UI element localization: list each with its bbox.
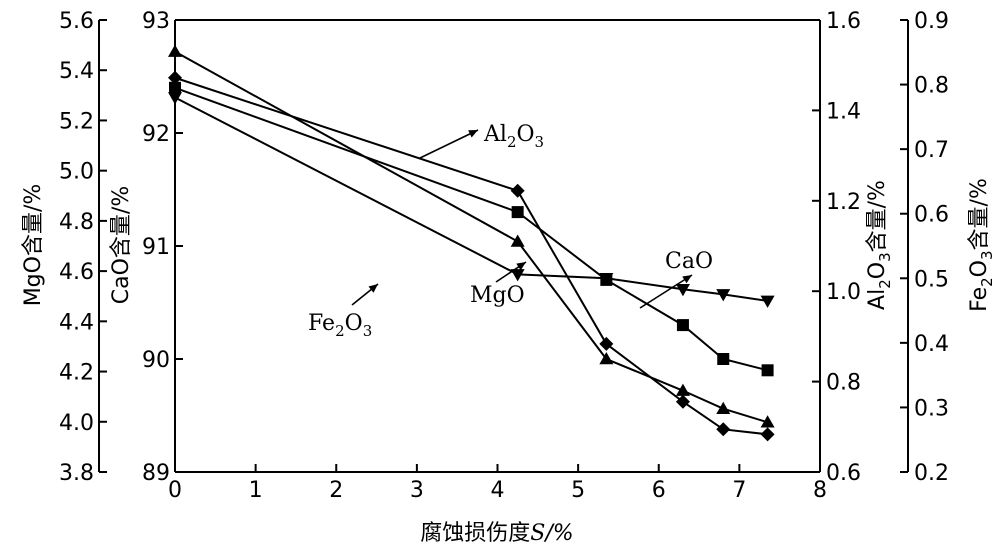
fe2o3-tick-label: 0.3 bbox=[914, 396, 949, 421]
cao-tick-label: 90 bbox=[142, 348, 170, 373]
fe2o3-tick-label: 0.8 bbox=[914, 74, 949, 99]
mgo-tick-label: 4.6 bbox=[59, 260, 94, 285]
data-point-cao bbox=[511, 206, 524, 219]
fe2o3-axis-title: Fe2O3含量/% bbox=[967, 178, 996, 312]
fe2o3-tick-label: 0.7 bbox=[914, 138, 949, 163]
fe2o3-tick-label: 0.2 bbox=[914, 461, 949, 486]
cao-axis-title: CaO含量/% bbox=[109, 186, 134, 305]
data-point-fe2o3 bbox=[716, 289, 731, 302]
data-point-cao bbox=[676, 319, 689, 332]
axes-group: 0 1 2 3 4 5 6 7 8 3.8 4.0 4.2 4.4 4.6 4.8 5.0 5.2 5.4 5.6 8… bbox=[59, 9, 949, 503]
arrow-cao bbox=[639, 274, 693, 309]
series-line-cao bbox=[174, 86, 768, 372]
x-tick-label: 3 bbox=[410, 478, 424, 503]
annotation-cao: CaO bbox=[665, 249, 713, 274]
data-point-al2o3 bbox=[510, 234, 525, 247]
data-point-fe2o3 bbox=[168, 92, 182, 105]
mgo-tick-label: 5.0 bbox=[59, 160, 94, 185]
cao-tick-label: 91 bbox=[142, 235, 170, 260]
mgo-tick-label: 4.0 bbox=[59, 411, 94, 436]
data-point-mgo bbox=[760, 427, 775, 442]
data-point-mgo bbox=[675, 394, 690, 409]
x-tick-label: 1 bbox=[249, 478, 263, 503]
cao-tick-label: 89 bbox=[142, 461, 170, 486]
data-point-mgo bbox=[510, 183, 525, 198]
arrow-cao-head bbox=[682, 275, 692, 284]
series-markers-group bbox=[168, 44, 775, 442]
data-point-al2o3 bbox=[168, 44, 182, 57]
data-point-cao bbox=[761, 364, 774, 377]
x-tick-label: 7 bbox=[732, 478, 746, 503]
annotations-group bbox=[351, 129, 693, 309]
mgo-tick-label: 3.8 bbox=[59, 461, 94, 486]
fe2o3-tick-label: 0.5 bbox=[914, 267, 949, 292]
x-tick-label: 6 bbox=[652, 478, 666, 503]
data-point-cao bbox=[169, 81, 181, 94]
data-point-al2o3 bbox=[599, 352, 614, 365]
x-tick-label: 2 bbox=[329, 478, 343, 503]
data-point-mgo bbox=[168, 70, 182, 85]
data-point-mgo bbox=[599, 336, 614, 351]
al2o3-tick-label: 0.6 bbox=[826, 461, 861, 486]
mgo-tick-label: 4.4 bbox=[59, 310, 94, 335]
annotation-al2o3: Al2O3 bbox=[483, 122, 544, 151]
cao-tick-label: 92 bbox=[142, 122, 170, 147]
al2o3-tick-label: 1.4 bbox=[826, 99, 861, 124]
mgo-axis-title: MgO含量/% bbox=[21, 184, 46, 307]
data-point-al2o3 bbox=[675, 383, 690, 396]
fe2o3-tick-label: 0.6 bbox=[914, 203, 949, 228]
fe2o3-tick-label: 0.9 bbox=[914, 9, 949, 34]
arrow-fe2o3-head bbox=[368, 284, 378, 293]
series-line-fe2o3 bbox=[174, 96, 768, 302]
al2o3-tick-label: 1.6 bbox=[826, 9, 861, 34]
series-lines-group bbox=[174, 50, 768, 436]
data-point-fe2o3 bbox=[675, 284, 690, 297]
arrow-al2o3 bbox=[419, 129, 479, 159]
arrow-al2o3-head bbox=[468, 130, 478, 138]
x-axis-title: 腐蚀损伤度S/% bbox=[420, 521, 573, 546]
al2o3-tick-label: 0.8 bbox=[826, 371, 861, 396]
fe2o3-tick-label: 0.4 bbox=[914, 332, 949, 357]
data-point-cao bbox=[717, 353, 730, 365]
al2o3-axis-title: Al2O3含量/% bbox=[865, 180, 894, 310]
x-tick-label: 5 bbox=[571, 478, 585, 503]
data-point-al2o3 bbox=[716, 401, 731, 414]
data-point-fe2o3 bbox=[599, 273, 614, 286]
mgo-tick-label: 4.8 bbox=[59, 210, 94, 235]
annotation-mgo: MgO bbox=[470, 283, 525, 308]
arrow-mgo-head bbox=[516, 262, 526, 271]
mgo-tick-label: 5.2 bbox=[59, 109, 94, 134]
annotation-fe2o3: Fe2O3 bbox=[308, 311, 372, 340]
mgo-tick-label: 5.4 bbox=[59, 59, 94, 84]
al2o3-tick-label: 1.2 bbox=[826, 190, 861, 215]
series-line-al2o3 bbox=[174, 50, 768, 424]
mgo-tick-label: 4.2 bbox=[59, 361, 94, 386]
x-tick-label: 4 bbox=[491, 478, 505, 503]
x-tick-label: 0 bbox=[168, 478, 182, 503]
data-point-fe2o3 bbox=[510, 269, 525, 282]
cao-tick-label: 93 bbox=[142, 9, 170, 34]
mgo-tick-label: 5.6 bbox=[59, 9, 94, 34]
data-point-fe2o3 bbox=[760, 295, 775, 308]
x-tick-label: 8 bbox=[813, 478, 827, 503]
data-point-al2o3 bbox=[760, 415, 775, 428]
al2o3-tick-label: 1.0 bbox=[826, 280, 861, 305]
data-point-mgo bbox=[716, 422, 731, 437]
series-line-mgo bbox=[174, 76, 768, 436]
